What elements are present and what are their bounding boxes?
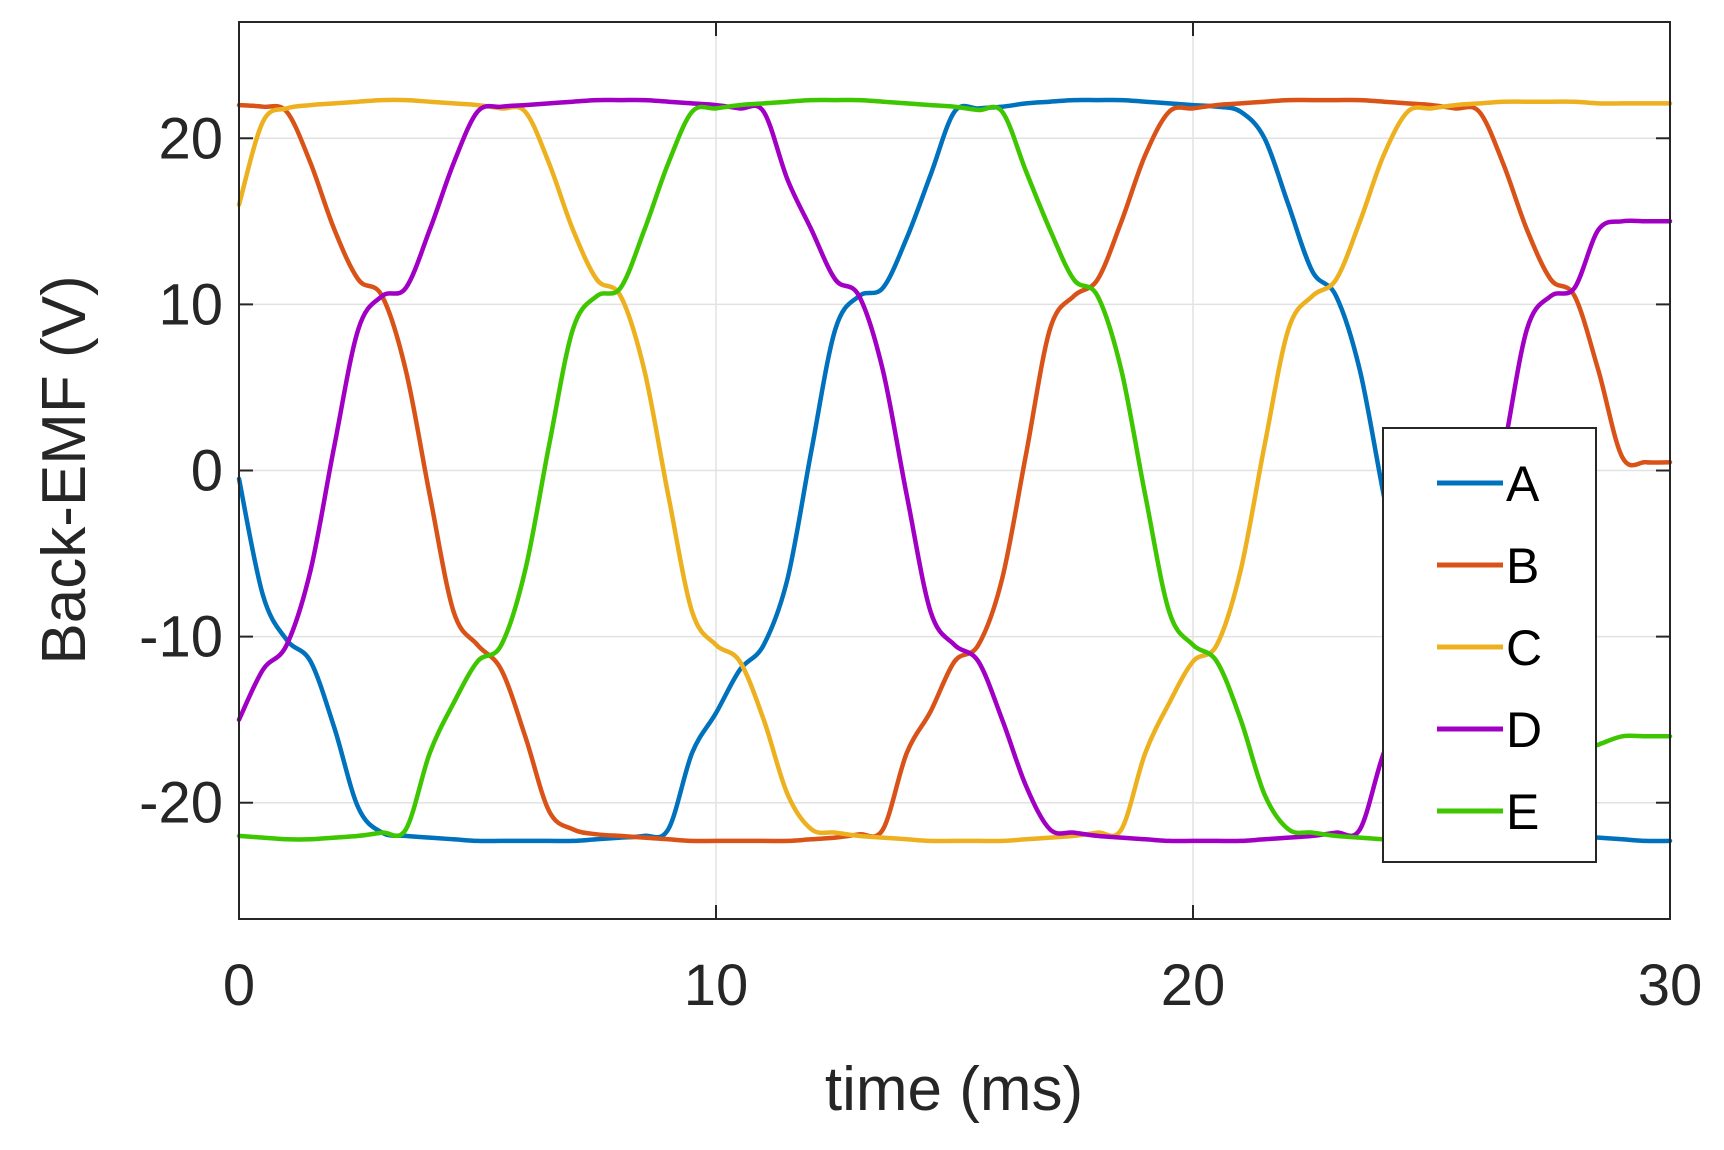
series-line-c xyxy=(236,97,1673,844)
y-tick-label: 0 xyxy=(191,439,223,504)
x-tick-label: 20 xyxy=(1161,953,1226,1018)
series-line-b xyxy=(236,97,1673,844)
axis-ticks xyxy=(238,22,1671,919)
legend-label-e: E xyxy=(1506,784,1539,840)
y-tick-label: 10 xyxy=(158,272,223,337)
legend-label-b: B xyxy=(1506,538,1539,594)
grid xyxy=(239,22,1670,919)
y-tick-label: 20 xyxy=(158,106,223,171)
legend-label-d: D xyxy=(1506,702,1542,758)
y-tick-labels: -20 -10 0 10 20 xyxy=(139,106,223,835)
x-tick-labels: 0 10 20 30 xyxy=(223,953,1702,1018)
legend-label-c: C xyxy=(1506,620,1542,676)
x-tick-label: 0 xyxy=(223,953,255,1018)
y-tick-label: -10 xyxy=(139,605,223,670)
y-tick-label: -20 xyxy=(139,771,223,836)
x-tick-label: 30 xyxy=(1638,953,1703,1018)
legend-label-a: A xyxy=(1506,456,1540,512)
x-axis-label: time (ms) xyxy=(825,1055,1083,1124)
y-axis-label: Back-EMF (V) xyxy=(30,275,99,664)
x-tick-label: 10 xyxy=(684,953,749,1018)
